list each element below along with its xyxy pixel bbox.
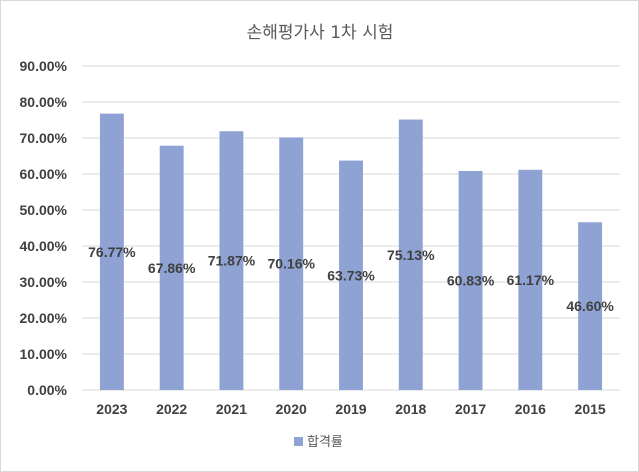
y-tick-label: 80.00% <box>20 94 68 110</box>
y-tick-label: 70.00% <box>20 130 68 146</box>
data-label-2016: 61.17% <box>507 272 555 288</box>
y-tick-label: 60.00% <box>20 166 68 182</box>
y-tick-label: 0.00% <box>27 382 67 398</box>
bar-2022 <box>159 145 184 390</box>
data-labels: 76.77% 67.86% 71.87% 70.16% 63.73% 75.13% 60.8… <box>88 244 614 314</box>
y-tick-label: 40.00% <box>20 238 68 254</box>
data-label-2023: 76.77% <box>88 244 136 260</box>
x-tick-label: 2018 <box>395 401 426 417</box>
bar-2021 <box>219 131 244 390</box>
data-label-2020: 70.16% <box>267 256 315 272</box>
bar-2016 <box>518 169 543 390</box>
y-tick-label: 50.00% <box>20 202 68 218</box>
bar-2015 <box>578 222 603 390</box>
data-label-2015: 46.60% <box>566 298 614 314</box>
y-tick-label: 90.00% <box>20 58 68 74</box>
bar-2017 <box>458 171 483 390</box>
x-tick-label: 2015 <box>575 401 606 417</box>
x-tick-label: 2016 <box>515 401 546 417</box>
bar-2020 <box>279 137 304 390</box>
chart-title: 손해평가사 1차 시험 <box>247 23 394 43</box>
x-tick-label: 2017 <box>455 401 486 417</box>
legend-label: 합격률 <box>307 435 343 450</box>
x-tick-label: 2022 <box>156 401 187 417</box>
x-tick-label: 2020 <box>276 401 307 417</box>
legend: 합격률 <box>294 435 343 450</box>
x-tick-label: 2023 <box>96 401 127 417</box>
data-label-2021: 71.87% <box>208 253 256 269</box>
y-axis-ticks: 0.00% 10.00% 20.00% 30.00% 40.00% 50.00% 60.00… <box>20 58 68 398</box>
y-tick-label: 30.00% <box>20 274 68 290</box>
x-tick-label: 2021 <box>216 401 247 417</box>
x-tick-label: 2019 <box>335 401 366 417</box>
data-label-2019: 63.73% <box>327 267 375 283</box>
y-tick-label: 10.00% <box>20 346 68 362</box>
data-label-2018: 75.13% <box>387 247 435 263</box>
bars <box>99 113 603 391</box>
bar-2019 <box>339 160 363 390</box>
data-label-2022: 67.86% <box>148 260 196 276</box>
y-tick-label: 20.00% <box>20 310 68 326</box>
legend-swatch <box>294 437 303 446</box>
data-label-2017: 60.83% <box>447 273 495 289</box>
bar-2018 <box>398 119 423 391</box>
bar-2023 <box>99 113 124 391</box>
x-axis-ticks: 2023 2022 2021 2020 2019 2018 2017 2016 2015 <box>96 401 606 417</box>
